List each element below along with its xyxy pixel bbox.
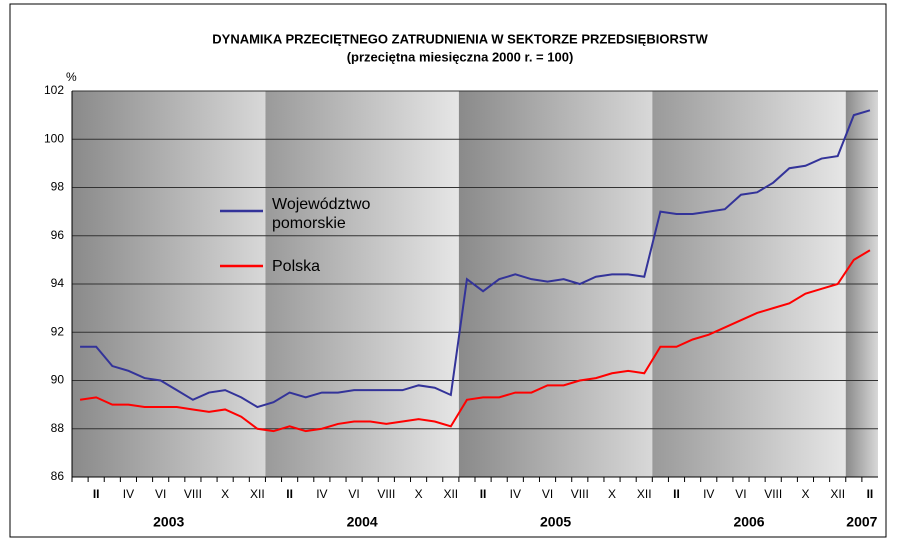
year-label: 2004 [347,514,378,530]
year-label: 2003 [153,514,184,530]
year-label: 2007 [846,514,877,530]
x-tick-label: X [415,487,423,501]
y-tick-label: 94 [51,276,65,290]
legend-label: Polska [272,258,321,275]
x-tick-label: IV [510,487,521,501]
x-tick-label: II [286,487,293,501]
y-tick-label: 98 [51,180,65,194]
x-tick-label: X [608,487,616,501]
x-tick-label: VI [155,487,166,501]
x-tick-label: XII [637,487,652,501]
y-tick-label: 88 [51,421,65,435]
x-tick-label: II [673,487,680,501]
x-tick-label: X [801,487,809,501]
x-tick-label: VIII [377,487,395,501]
x-tick-label: VIII [764,487,782,501]
x-tick-label: VI [348,487,359,501]
x-tick-label: VI [542,487,553,501]
x-tick-label: IV [703,487,714,501]
chart-title: DYNAMIKA PRZECIĘTNEGO ZATRUDNIENIA W SEK… [212,31,708,46]
x-tick-label: XII [250,487,265,501]
x-tick-label: X [221,487,229,501]
year-label: 2006 [733,514,764,530]
y-axis-label: % [66,70,77,84]
x-tick-label: II [480,487,487,501]
x-tick-label: IV [316,487,327,501]
year-label: 2005 [540,514,571,530]
frame [9,3,887,538]
x-tick-label: II [867,487,874,501]
x-tick-label: VIII [571,487,589,501]
data-line [80,109,871,409]
y-tick-label: 86 [51,469,65,483]
y-tick-label: 96 [51,228,65,242]
x-tick-label: II [93,487,100,501]
x-tick-label: IV [123,487,134,501]
x-tick-label: XII [830,487,845,501]
legend-label: Województwo pomorskie [272,196,371,232]
chart-subtitle: (przeciętna miesięczna 2000 r. = 100) [347,49,574,64]
x-tick-label: VI [735,487,746,501]
y-tick-label: 90 [51,373,65,387]
y-tick-label: 102 [44,83,64,97]
y-tick-label: 92 [51,324,65,338]
x-tick-label: XII [443,487,458,501]
data-line [79,249,871,433]
x-tick-label: VIII [184,487,202,501]
y-tick-label: 100 [44,131,64,145]
